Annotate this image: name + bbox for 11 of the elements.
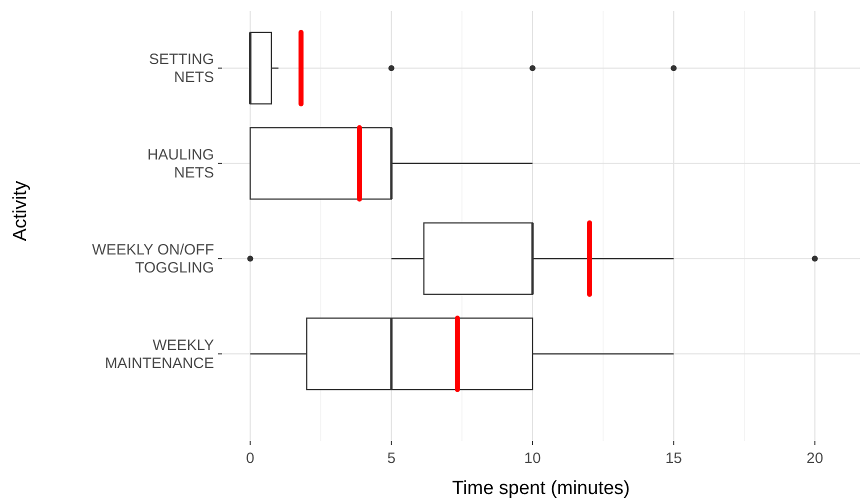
y-tick-label: WEEKLY MAINTENANCE [104, 336, 214, 372]
x-tick-label: 0 [246, 450, 254, 467]
x-tick-label: 20 [806, 450, 824, 467]
x-tick-label: 10 [524, 450, 541, 467]
x-axis-title: Time spent (minutes) [452, 478, 630, 499]
y-tick-label: HAULING NETS [147, 146, 214, 182]
y-tick-label: WEEKLY ON/OFF TOGGLING [92, 242, 214, 277]
y-axis-title: Activity [10, 180, 31, 242]
y-tick-label: SETTING NETS [148, 51, 214, 86]
x-tick-label: 15 [665, 450, 682, 467]
x-tick-label: 5 [387, 450, 396, 467]
